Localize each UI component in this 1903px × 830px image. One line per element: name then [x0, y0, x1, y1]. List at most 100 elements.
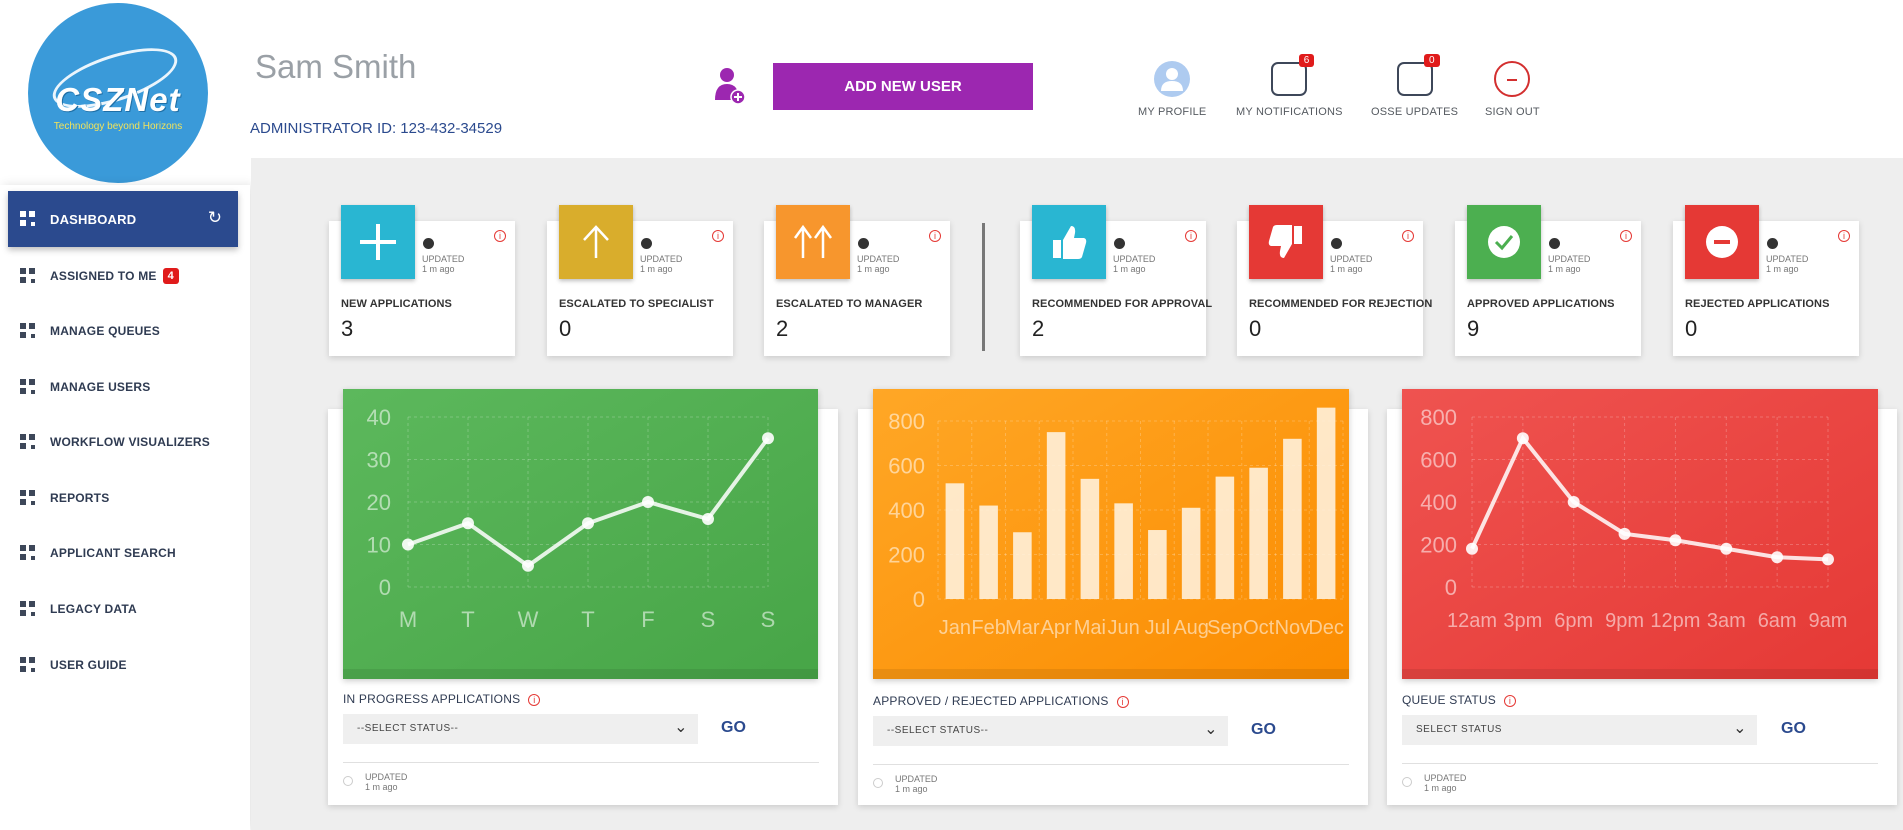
sidebar-item-assigned-to-me[interactable]: ASSIGNED TO ME 4 [8, 248, 238, 304]
sidebar-item-label: MANAGE QUEUES [50, 324, 160, 338]
my-notifications-label: MY NOTIFICATIONS [1236, 106, 1343, 118]
y-tick-label: 0 [379, 575, 391, 600]
osse-updates-count-badge: 0 [1424, 54, 1440, 67]
kpi-card-rejected-applications[interactable]: UPDATED 1 m ago i REJECTED APPLICATIONS 0 [1673, 205, 1859, 356]
kpi-label: ESCALATED TO SPECIALIST [559, 298, 714, 310]
data-point-2 [522, 559, 534, 572]
grid-add-icon [20, 379, 38, 395]
in-progress-status-select[interactable]: --SELECT STATUS-- ⌄ [343, 714, 698, 744]
sidebar-item-dashboard[interactable]: DASHBOARD ↻ [8, 191, 238, 247]
kpi-value: 9 [1467, 316, 1480, 341]
logo[interactable]: CSZNet Technology beyond Horizons [28, 3, 208, 183]
info-icon[interactable]: i [1620, 230, 1632, 242]
bar-nov [1283, 438, 1302, 599]
kpi-card-recommended-for-rejection[interactable]: UPDATED 1 m ago i RECOMMENDED FOR REJECTION… [1237, 205, 1432, 356]
chart-background [343, 389, 818, 679]
info-icon[interactable]: i [1402, 230, 1414, 242]
info-icon[interactable]: i [1503, 694, 1516, 707]
info-icon[interactable]: i [1838, 230, 1850, 242]
bar-jul [1148, 530, 1167, 599]
y-tick-label: 400 [1420, 490, 1457, 515]
in-progress-go-button[interactable]: GO [721, 719, 746, 736]
sidebar-item-reports[interactable]: REPORTS [8, 470, 238, 526]
profile-avatar-icon [1153, 60, 1191, 98]
data-point-5 [702, 513, 714, 525]
kpi-label: REJECTED APPLICATIONS [1685, 298, 1830, 310]
grid-add-icon [20, 323, 38, 339]
sidebar-item-applicant-search[interactable]: APPLICANT SEARCH [8, 525, 238, 581]
sidebar-item-label: ASSIGNED TO ME [50, 269, 157, 283]
clock-icon [641, 238, 652, 249]
queue-status-go-button[interactable]: GO [1781, 720, 1806, 737]
info-icon[interactable]: i [929, 230, 941, 242]
notifications-icon: 6 [1270, 54, 1315, 98]
grid-add-icon [20, 211, 38, 227]
kpi-updated: UPDATED 1 m ago [1548, 254, 1591, 274]
x-tick-label: Mai [1074, 617, 1106, 639]
info-icon[interactable]: i [494, 230, 506, 242]
y-tick-label: 20 [367, 490, 391, 515]
refresh-icon[interactable]: ↻ [207, 208, 222, 227]
sign-out-label: SIGN OUT [1485, 106, 1540, 118]
kpi-card-recommended-for-approval[interactable]: UPDATED 1 m ago i RECOMMENDED FOR APPROVAL 2 [1020, 205, 1212, 356]
y-tick-label: 800 [1420, 405, 1457, 430]
osse-updates-link[interactable]: 0 OSSE UPDATES [1371, 54, 1458, 118]
x-tick-label: Apr [1041, 617, 1072, 639]
bar-jun [1114, 503, 1133, 599]
data-point-1 [1516, 432, 1529, 445]
user-name: Sam Smith [255, 48, 417, 85]
approved-rejected-go-button[interactable]: GO [1251, 721, 1276, 738]
info-icon[interactable]: i [712, 230, 724, 242]
clock-icon [343, 776, 353, 786]
add-new-user-button[interactable]: ADD NEW USER [773, 63, 1033, 110]
x-tick-label: Mar [1005, 617, 1040, 639]
info-icon[interactable]: i [1185, 230, 1197, 242]
sidebar-item-legacy-data[interactable]: LEGACY DATA [8, 581, 238, 637]
clock-icon [1114, 238, 1125, 249]
grid-add-icon [20, 490, 38, 506]
sidebar-item-workflow-visualizers[interactable]: WORKFLOW VISUALIZERS [8, 414, 238, 470]
y-tick-label: 800 [888, 409, 925, 434]
card-divider [873, 764, 1349, 765]
grid-add-icon [20, 268, 38, 284]
x-tick-label: W [518, 607, 539, 632]
info-icon[interactable]: i [528, 693, 541, 706]
add-user-icon[interactable] [714, 66, 746, 106]
kpi-card-escalated-to-manager[interactable]: UPDATED 1 m ago i ESCALATED TO MANAGER 2 [764, 205, 950, 356]
queue-status-chart: 0 200 400 600 800 12am 3pm 6pm 9pm 12pm 3am 6am 9am [1402, 389, 1878, 679]
sidebar-item-user-guide[interactable]: USER GUIDE [8, 637, 238, 693]
sidebar-item-label: REPORTS [50, 491, 110, 505]
sidebar-item-manage-queues[interactable]: MANAGE QUEUES [8, 303, 238, 359]
bar-feb [979, 505, 998, 599]
queue-status-status-select[interactable]: SELECT STATUS ⌄ [1402, 715, 1757, 745]
my-profile-link[interactable]: MY PROFILE [1138, 60, 1206, 118]
x-tick-label: S [701, 607, 716, 632]
approved-rejected-chart: 0 200 400 600 800 Jan Feb Mar Apr Mai Jun Jul Aug Sep… [873, 389, 1349, 679]
data-point-6 [1771, 551, 1784, 564]
clock-icon [873, 778, 883, 788]
kpi-card-new-applications[interactable]: UPDATED 1 m ago i NEW APPLICATIONS 3 [329, 205, 515, 356]
sign-out-link[interactable]: SIGN OUT [1485, 60, 1540, 118]
y-tick-label: 0 [913, 587, 925, 612]
clock-icon [858, 238, 869, 249]
data-point-4 [1669, 534, 1682, 547]
bar-sep [1215, 476, 1235, 599]
approved-rejected-status-select[interactable]: --SELECT STATUS-- ⌄ [873, 716, 1228, 746]
administrator-id: ADMINISTRATOR ID: 123-432-34529 [250, 120, 503, 137]
kpi-card-approved-applications[interactable]: UPDATED 1 m ago i APPROVED APPLICATIONS 9 [1455, 205, 1641, 356]
kpi-value: 3 [341, 316, 354, 341]
kpi-tile [776, 205, 850, 279]
x-tick-label: Sep [1207, 617, 1243, 639]
sidebar-item-label: LEGACY DATA [50, 602, 137, 616]
data-point-0 [402, 538, 414, 551]
kpi-card-escalated-to-specialist[interactable]: UPDATED 1 m ago i ESCALATED TO SPECIALIST 0 [547, 205, 733, 356]
info-icon[interactable]: i [1116, 695, 1129, 708]
x-tick-label: 3pm [1503, 610, 1542, 632]
bar-apr [1046, 432, 1066, 599]
kpi-tile [1685, 205, 1759, 279]
sidebar-item-manage-users[interactable]: MANAGE USERS [8, 359, 238, 415]
my-notifications-link[interactable]: 6 MY NOTIFICATIONS [1236, 54, 1343, 118]
clock-icon [1402, 777, 1412, 787]
x-tick-label: 9am [1809, 610, 1848, 632]
sidebar [0, 185, 250, 830]
